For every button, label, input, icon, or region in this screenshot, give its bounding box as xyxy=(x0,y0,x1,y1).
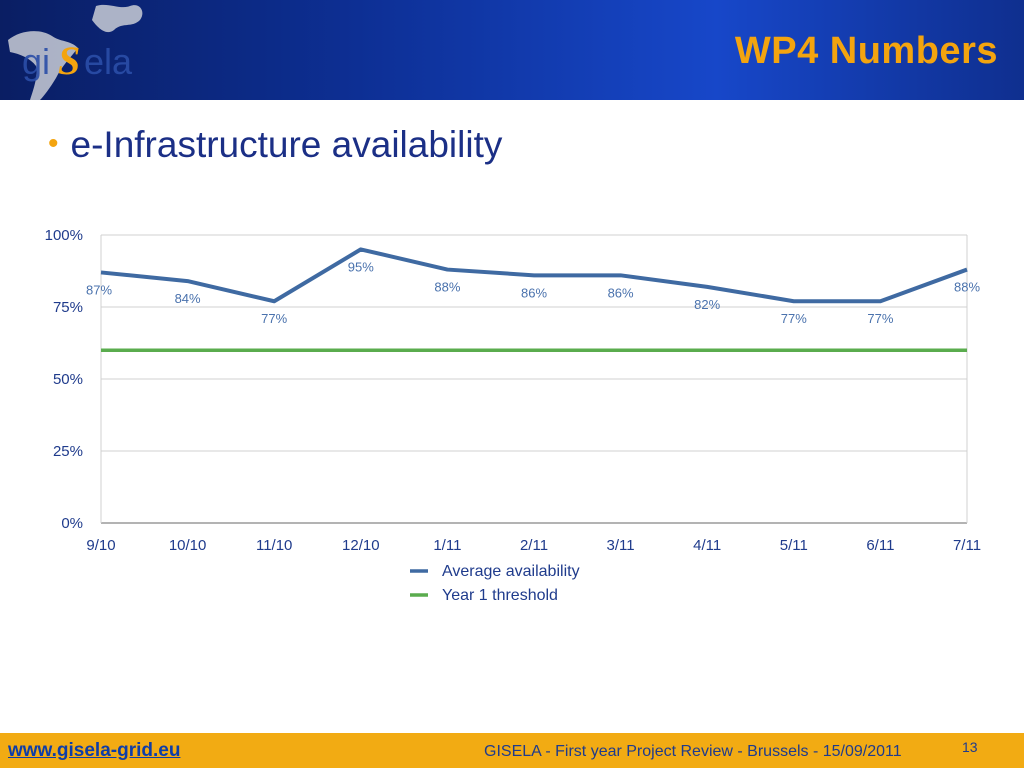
slide-title: WP4 Numbers xyxy=(734,30,998,72)
svg-text:S: S xyxy=(58,38,80,83)
gisela-logo: gi S ela xyxy=(8,4,143,100)
x-tick-label: 6/11 xyxy=(866,537,894,554)
data-label: 86% xyxy=(608,285,634,300)
footer-caption: GISELA - First year Project Review - Bru… xyxy=(484,743,902,760)
data-label: 82% xyxy=(694,297,720,312)
legend-label: Average availability xyxy=(442,563,580,580)
x-tick-label: 10/10 xyxy=(169,537,207,554)
bullet-icon: • xyxy=(48,127,59,160)
y-tick-label: 50% xyxy=(53,371,83,388)
data-label: 77% xyxy=(781,311,807,326)
series-line-availability xyxy=(100,247,968,304)
data-label: 86% xyxy=(521,285,547,300)
x-tick-label: 2/11 xyxy=(520,537,548,554)
data-label: 77% xyxy=(261,311,287,326)
data-label: 88% xyxy=(434,280,460,295)
data-label: 95% xyxy=(348,259,374,274)
header-bar: gi S ela WP4 Numbers xyxy=(0,0,1024,100)
x-tick-label: 4/11 xyxy=(693,537,721,554)
x-tick-label: 7/11 xyxy=(953,537,981,554)
footer-bar: www.gisela-grid.eu GISELA - First year P… xyxy=(0,733,1024,768)
x-tick-label: 1/11 xyxy=(433,537,461,554)
page-number: 13 xyxy=(962,739,978,755)
legend-label: Year 1 threshold xyxy=(442,587,558,604)
svg-text:ela: ela xyxy=(84,41,133,82)
x-tick-label: 3/11 xyxy=(607,537,635,554)
y-tick-label: 75% xyxy=(53,299,83,316)
data-label: 77% xyxy=(867,311,893,326)
data-label: 87% xyxy=(86,282,112,297)
x-tick-label: 12/10 xyxy=(342,537,380,554)
x-tick-label: 9/10 xyxy=(86,537,115,554)
availability-chart: 0% 25% 50% 75% 100% 9/10 10/10 11/10 12/10 1/11 2/… xyxy=(45,227,981,604)
website-link[interactable]: www.gisela-grid.eu xyxy=(8,740,181,761)
bullet-item: • e-Infrastructure availability xyxy=(48,124,502,166)
y-tick-label: 100% xyxy=(45,227,83,244)
y-tick-label: 25% xyxy=(53,443,83,460)
data-label: 84% xyxy=(175,291,201,306)
svg-text:gi: gi xyxy=(22,41,50,82)
bullet-text: e-Infrastructure availability xyxy=(70,124,503,165)
data-label: 88% xyxy=(954,280,980,295)
x-tick-label: 11/10 xyxy=(256,537,292,554)
x-tick-label: 5/11 xyxy=(780,537,808,554)
y-tick-label: 0% xyxy=(61,515,83,532)
